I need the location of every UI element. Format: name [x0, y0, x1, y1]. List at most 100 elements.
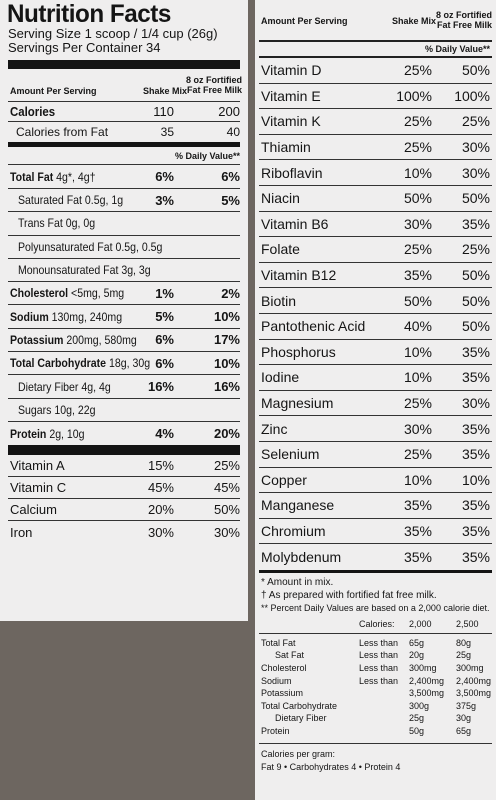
nutrient-label-text: Potassium 200mg, 580mg	[10, 333, 137, 347]
vitamin-mix-dv: 45%	[147, 480, 174, 496]
nutrient-row: Cholesterol <5mg, 5mg 1% 2%	[8, 282, 240, 306]
vitamin-mix-dv: 35%	[403, 522, 432, 539]
vitamin-label: Vitamin B6	[261, 215, 329, 232]
vitamin-list-right: Vitamin D 25% 50% Vitamin E 100% 100% Vitamin …	[259, 58, 492, 570]
nutrient-mix-dv: 4%	[155, 426, 174, 442]
vitamin-mix-dv: 15%	[147, 458, 174, 474]
nutrient-milk-dv: 16%	[213, 379, 240, 395]
nutrient-label-text: Polyunsaturated Fat 0.5g, 0.5g	[18, 240, 162, 254]
dv-table-row: Cholesterol Less than 300mg 300mg	[259, 663, 492, 676]
vitamin-label: Phosphorus	[261, 343, 336, 360]
dv-table-row: Sat Fat Less than 20g 25g	[259, 650, 492, 663]
dv-value-2000: 2,400mg	[409, 675, 445, 686]
vitamin-label: Manganese	[261, 497, 335, 514]
nutrition-facts-right-panel: Amount Per Serving Shake Mix 8 oz Fortif…	[255, 0, 496, 800]
milk-header-line1: 8 oz Fortified	[186, 75, 242, 85]
vitamin-row: Riboflavin 10% 30%	[259, 160, 492, 186]
nutrient-label: Dietary Fiber 4g, 4g	[18, 380, 123, 394]
nutrient-row: Potassium 200mg, 580mg 6% 17%	[8, 329, 240, 353]
dv-limit: Less than	[359, 650, 399, 661]
vitamin-label: Iron	[10, 524, 33, 540]
nutrient-row: Sodium 130mg, 240mg 5% 10%	[8, 305, 240, 329]
dv-table-header: Calories: 2,000 2,500	[259, 619, 492, 634]
vitamin-mix-dv: 25%	[403, 113, 432, 130]
vitamin-label: Folate	[261, 241, 300, 258]
calories-from-fat-label: Calories from Fat	[16, 125, 109, 139]
vitamin-row: Selenium 25% 35%	[259, 442, 492, 468]
column-header-row: Amount Per Serving Shake Mix 8 oz Fortif…	[8, 69, 242, 102]
nutrient-milk-dv: 5%	[221, 192, 240, 208]
vitamin-row: Copper 10% 10%	[259, 468, 492, 494]
right-column-header-row: Amount Per Serving Shake Mix 8 oz Fortif…	[259, 0, 492, 42]
right-daily-value-header-row: % Daily Value**	[259, 42, 492, 58]
vitamin-mix-dv: 35%	[403, 267, 432, 284]
vitamin-mix-dv: 30%	[147, 524, 174, 540]
right-daily-value-header: % Daily Value**	[424, 44, 490, 54]
nutrient-name: Cholesterol	[10, 286, 69, 301]
vitamin-milk-dv: 10%	[461, 471, 490, 488]
vitamin-label: Vitamin C	[10, 480, 67, 496]
nutrient-name: Dietary Fiber 4g, 4g	[18, 379, 111, 394]
dv-nutrient-name: Dietary Fiber	[275, 713, 327, 724]
calories-row: Calories 110 200	[8, 102, 240, 122]
nutrient-name: Sugars 10g, 22g	[18, 402, 96, 417]
nutrient-row: Total Carbohydrate 18g, 30g 6% 10%	[8, 352, 240, 376]
nutrient-label: Monounsaturated Fat 3g, 3g	[18, 263, 169, 277]
calories-from-fat-milk: 40	[226, 125, 240, 139]
vitamin-mix-dv: 10%	[403, 164, 432, 181]
vitamin-label: Riboflavin	[261, 164, 323, 181]
nutrient-milk-dv: 10%	[213, 355, 240, 371]
vitamin-label: Calcium	[10, 502, 57, 518]
nutrient-mix-dv: 6%	[155, 169, 174, 184]
nutrient-label: Polyunsaturated Fat 0.5g, 0.5g	[18, 240, 182, 254]
vitamin-row: Vitamin K 25% 25%	[259, 109, 492, 135]
vitamin-milk-dv: 30%	[461, 139, 490, 156]
right-milk-header: 8 oz Fortified Fat Free Milk	[436, 10, 492, 30]
vitamin-label: Vitamin D	[261, 62, 322, 79]
vitamin-row: Vitamin E 100% 100%	[259, 84, 492, 110]
panel-title: Nutrition Facts	[7, 0, 171, 28]
vitamin-row: Pantothenic Acid 40% 50%	[259, 314, 492, 340]
vitamin-row: Vitamin A 15% 25%	[8, 455, 240, 478]
nutrient-row: Polyunsaturated Fat 0.5g, 0.5g	[8, 236, 240, 259]
vitamin-mix-dv: 50%	[403, 292, 432, 309]
vitamin-row: Phosphorus 10% 35%	[259, 340, 492, 366]
calories-per-gram-label: Calories per gram:	[261, 748, 336, 759]
dv-nutrient-name: Potassium	[261, 688, 304, 699]
servings-per-container: Servings Per Container 34	[8, 40, 161, 55]
vitamin-label: Niacin	[261, 190, 300, 207]
dv-value-2000: 20g	[409, 650, 425, 661]
vitamin-mix-dv: 35%	[403, 497, 432, 514]
vitamin-milk-dv: 35%	[461, 497, 490, 514]
nutrient-row: Trans Fat 0g, 0g	[8, 212, 240, 236]
nutrient-milk-dv: 20%	[213, 426, 240, 442]
dv-limit: Less than	[359, 663, 399, 674]
dv-value-2500: 375g	[456, 700, 477, 711]
vitamin-mix-dv: 50%	[403, 190, 432, 207]
vitamin-label: Copper	[261, 471, 307, 488]
vitamin-label: Molybdenum	[261, 549, 342, 566]
nutrient-name: Polyunsaturated Fat 0.5g, 0.5g	[18, 239, 163, 254]
right-milk-header-line1: 8 oz Fortified	[436, 10, 492, 20]
nutrient-label-text: Monounsaturated Fat 3g, 3g	[18, 263, 151, 277]
calories-from-fat-row: Calories from Fat 35 40	[8, 122, 240, 142]
nutrient-mix-dv: 6%	[155, 332, 174, 348]
dv-level-2000: 2,000	[409, 618, 432, 629]
right-amount-per-serving-header: Amount Per Serving	[261, 16, 348, 26]
nutrient-amount: 18g, 30g	[106, 356, 151, 371]
nutrient-mix-dv: 3%	[155, 192, 174, 208]
vitamin-mix-dv: 40%	[403, 318, 432, 335]
vitamin-list-left: Vitamin A 15% 25% Vitamin C 45% 45% Calcium 20%…	[8, 455, 240, 543]
vitamin-row: Vitamin B12 35% 50%	[259, 263, 492, 289]
vitamin-mix-dv: 35%	[403, 549, 432, 566]
dv-nutrient-name: Sat Fat	[275, 650, 305, 661]
vitamin-label: Chromium	[261, 522, 326, 539]
vitamin-label: Biotin	[261, 292, 297, 309]
medium-divider	[8, 142, 240, 147]
vitamin-row: Folate 25% 25%	[259, 237, 492, 263]
dv-nutrient-name: Protein	[261, 726, 290, 737]
nutrient-name: Trans Fat 0g, 0g	[18, 216, 96, 231]
vitamin-milk-dv: 50%	[461, 62, 490, 79]
vitamin-row: Vitamin C 45% 45%	[8, 477, 240, 500]
vitamin-label: Pantothenic Acid	[261, 318, 366, 335]
